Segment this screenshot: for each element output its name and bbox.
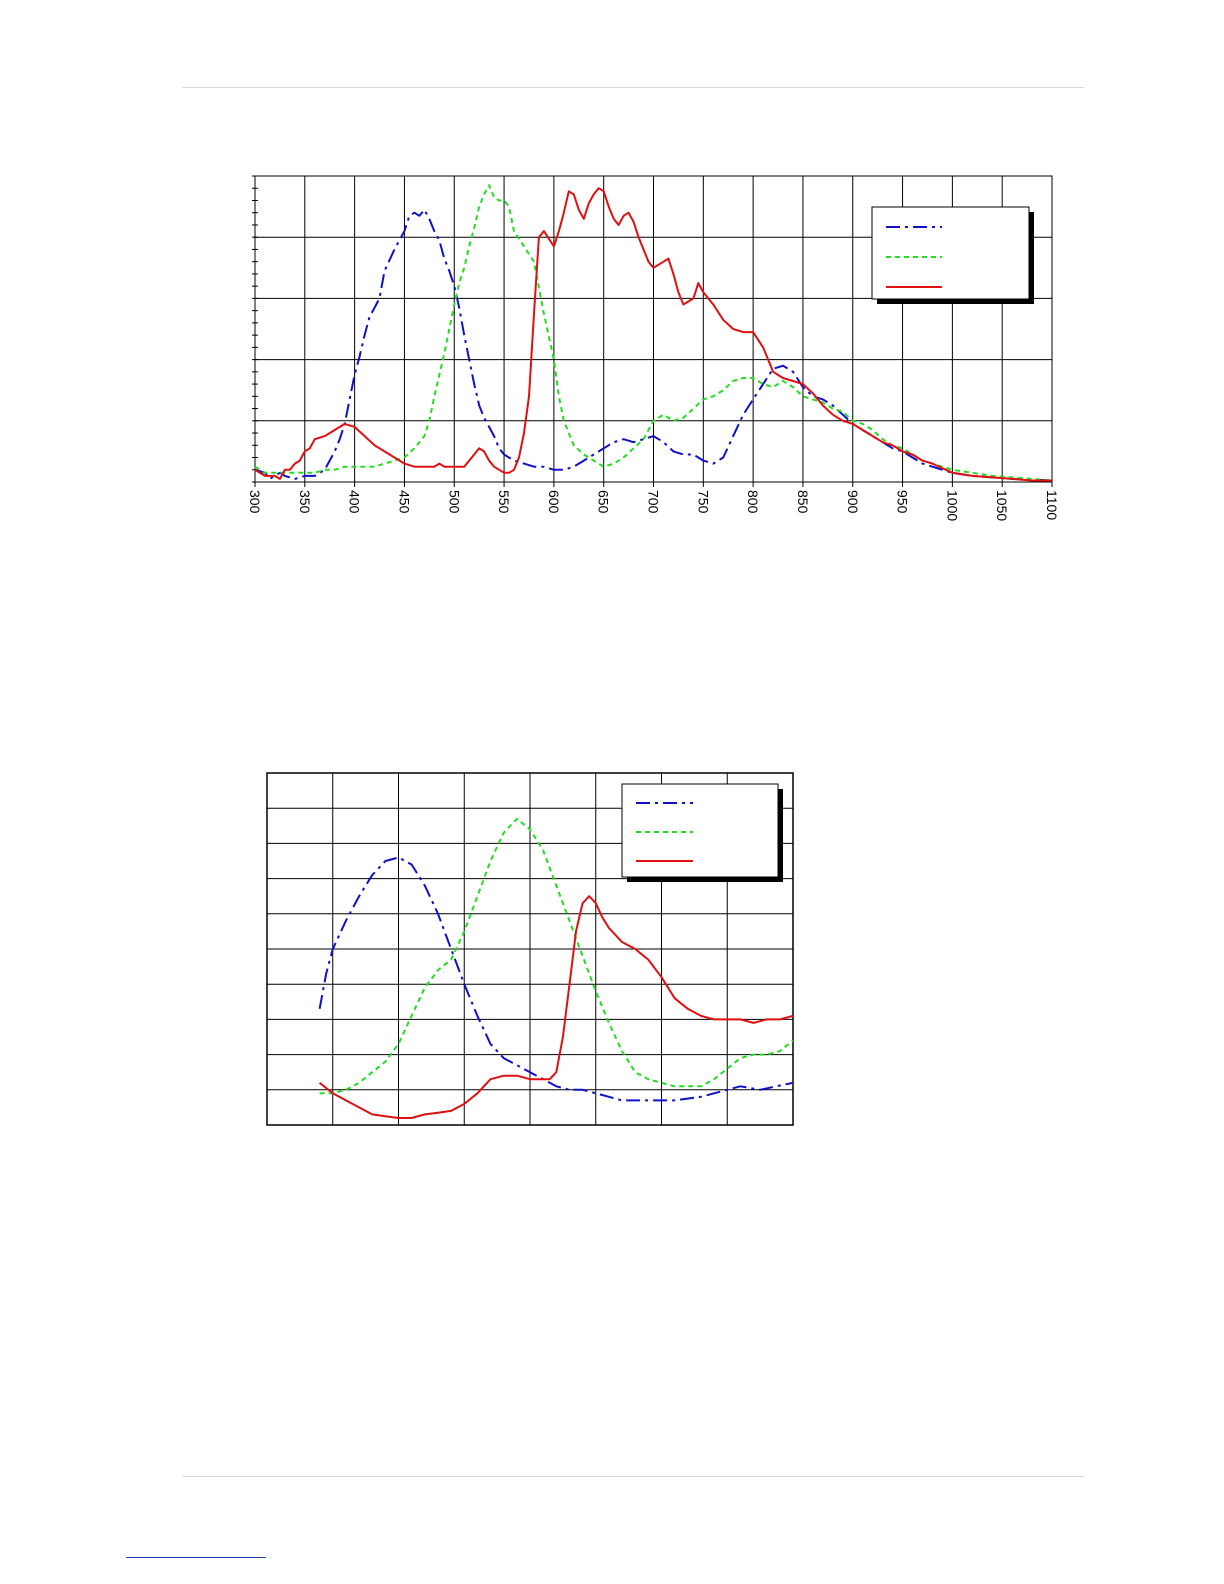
series-line-red <box>318 895 794 1119</box>
legend-box <box>871 206 1030 300</box>
header-rule <box>182 87 1084 88</box>
series-line-green <box>254 184 1053 482</box>
x-tick-label: 900 <box>845 490 861 514</box>
x-tick-label: 750 <box>695 490 711 514</box>
legend-box <box>621 783 779 878</box>
series-line-green <box>319 817 794 1095</box>
plot-frame <box>266 772 794 1126</box>
x-tick-label: 400 <box>347 490 363 514</box>
x-tick-label: 650 <box>596 490 612 514</box>
x-tick-label: 350 <box>297 490 313 514</box>
plot-frame <box>254 175 1053 483</box>
x-tick-label: 600 <box>546 490 562 514</box>
footer-link-underline <box>126 1557 266 1558</box>
x-tick-label: 800 <box>745 490 761 514</box>
x-tick-label: 1050 <box>994 490 1010 521</box>
series-line-blue <box>254 208 1053 482</box>
x-tick-label: 1000 <box>944 490 960 521</box>
x-tick-label: 550 <box>496 490 512 514</box>
x-tick-label: 1100 <box>1044 490 1060 520</box>
spectral-response-chart-top: 300 350 400 450 500 550 600 650 700 750 800 850 900 9… <box>247 175 1060 521</box>
x-tick-label: 700 <box>646 490 662 514</box>
x-tick-label: 950 <box>895 490 911 514</box>
series-line-red <box>254 187 1052 482</box>
x-tick-label: 300 <box>247 490 263 514</box>
x-tick-label: 850 <box>795 490 811 514</box>
x-tick-label: 500 <box>446 490 462 514</box>
footer-rule <box>182 1476 1084 1477</box>
spectral-response-chart-bottom <box>266 772 794 1126</box>
x-tick-label: 450 <box>396 490 412 514</box>
series-line-blue <box>318 856 794 1102</box>
